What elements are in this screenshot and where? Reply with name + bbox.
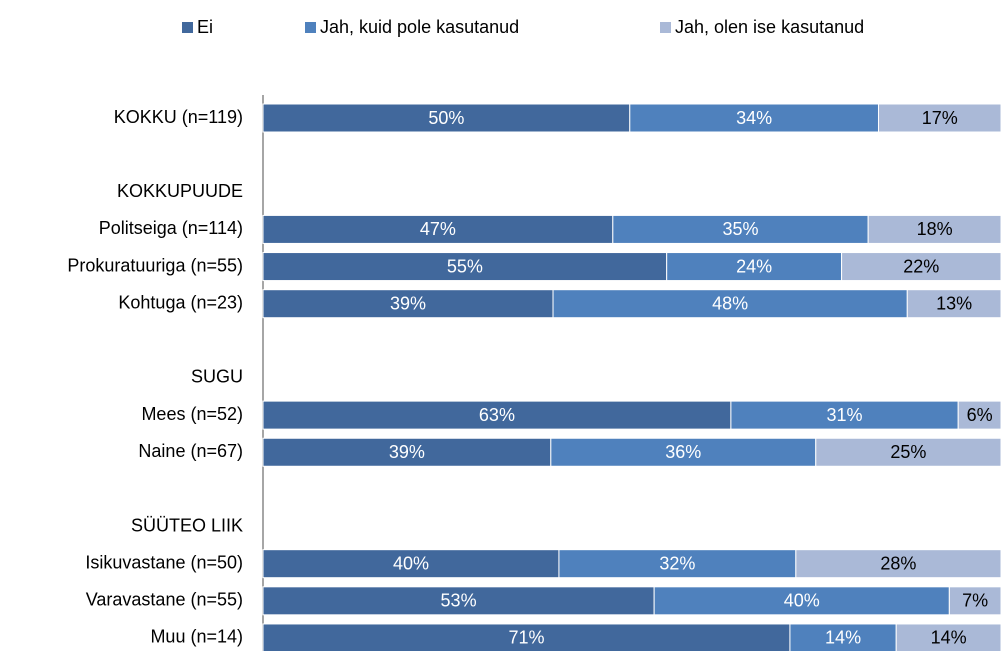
bar-segment: [666, 252, 843, 282]
bar-segment: [815, 437, 1001, 467]
value-label: 6%: [967, 405, 993, 425]
category-label: Varavastane (n=55): [86, 590, 243, 610]
legend-label: Ei: [197, 17, 213, 37]
bar-segment: [789, 623, 897, 653]
legend-label: Jah, kuid pole kasutanud: [320, 17, 519, 37]
legend-swatch: [660, 22, 671, 33]
value-label: 7%: [962, 591, 988, 611]
bar-segment: [653, 586, 950, 616]
value-label: 24%: [736, 256, 772, 276]
category-label: Politseiga (n=114): [99, 218, 243, 238]
bar-segment: [948, 586, 1001, 616]
value-label: 63%: [479, 405, 515, 425]
bar-segment: [629, 103, 879, 133]
value-label: 39%: [390, 293, 426, 313]
value-label: 25%: [890, 442, 926, 462]
bar-segment: [906, 289, 1001, 319]
bar-segment: [262, 623, 791, 653]
value-label: 53%: [441, 591, 477, 611]
value-label: 13%: [936, 293, 972, 313]
category-label: Muu (n=14): [150, 627, 243, 647]
value-label: 14%: [825, 628, 861, 648]
value-label: 55%: [447, 256, 483, 276]
value-label: 50%: [428, 108, 464, 128]
value-label: 22%: [903, 256, 939, 276]
bar-segment: [262, 214, 614, 244]
bar-segment: [895, 623, 1001, 653]
value-label: 14%: [931, 628, 967, 648]
value-label: 34%: [736, 108, 772, 128]
category-label: Kohtuga (n=23): [118, 292, 243, 312]
bar-segment: [877, 103, 1001, 133]
value-label: 31%: [827, 405, 863, 425]
category-label: Mees (n=52): [141, 404, 243, 424]
category-label: KOKKU (n=119): [114, 107, 243, 127]
value-label: 32%: [659, 553, 695, 573]
value-label: 71%: [508, 628, 544, 648]
value-label: 40%: [784, 591, 820, 611]
bar-segment: [262, 586, 655, 616]
bar-segment: [558, 549, 797, 579]
bar-segment: [795, 549, 1001, 579]
value-label: 48%: [712, 293, 748, 313]
bar-segment: [262, 549, 560, 579]
value-label: 40%: [393, 553, 429, 573]
value-label: 39%: [389, 442, 425, 462]
bar-segment: [262, 437, 552, 467]
category-label: SUGU: [191, 367, 243, 387]
bar-segment: [262, 289, 554, 319]
category-label: Prokuratuuriga (n=55): [67, 255, 243, 275]
value-label: 47%: [420, 219, 456, 239]
value-label: 18%: [917, 219, 953, 239]
value-label: 17%: [922, 108, 958, 128]
bar-segment: [730, 400, 959, 430]
category-label: Isikuvastane (n=50): [85, 552, 243, 572]
value-label: 35%: [722, 219, 758, 239]
bar-segment: [867, 214, 1001, 244]
bar-segment: [550, 437, 817, 467]
category-label: Naine (n=67): [138, 441, 243, 461]
value-label: 28%: [880, 553, 916, 573]
value-label: 36%: [665, 442, 701, 462]
category-label: KOKKUPUUDE: [117, 181, 243, 201]
legend-swatch: [182, 22, 193, 33]
category-label: SÜÜTEO LIIK: [131, 515, 243, 535]
legend-swatch: [305, 22, 316, 33]
legend-label: Jah, olen ise kasutanud: [675, 17, 864, 37]
